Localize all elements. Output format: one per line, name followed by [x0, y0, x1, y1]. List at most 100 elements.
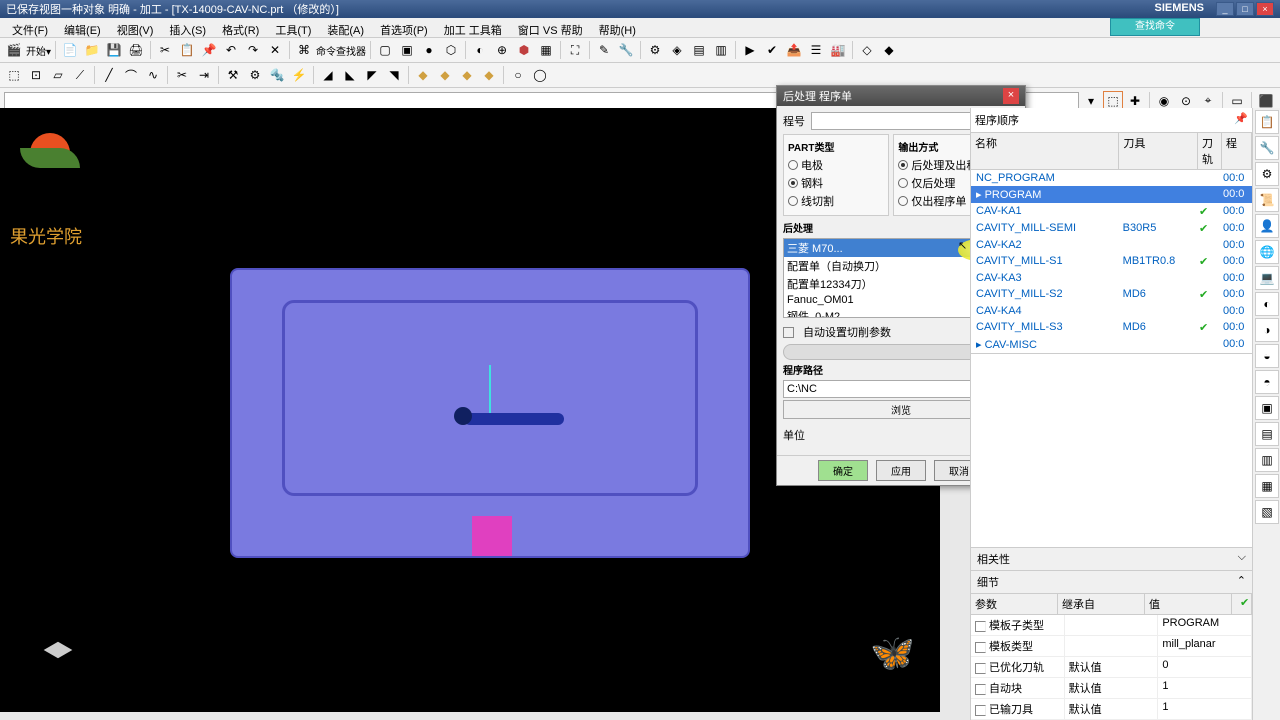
mill3-icon[interactable]: 🔩: [267, 65, 287, 85]
d2-icon[interactable]: ◣: [340, 65, 360, 85]
autoset-checkbox[interactable]: [783, 327, 794, 338]
mill2-icon[interactable]: ⚙: [245, 65, 265, 85]
x8-icon[interactable]: ▦: [1255, 474, 1279, 498]
apply-button[interactable]: 应用: [876, 460, 926, 481]
menu-help[interactable]: 帮助(H): [593, 20, 642, 35]
cyl-icon[interactable]: ⬡: [441, 40, 461, 60]
tree-row[interactable]: CAVITY_MILL-S3MD6✔00:0: [971, 319, 1252, 336]
radio-steel[interactable]: 钢料: [788, 175, 884, 191]
print-icon[interactable]: 🖨: [126, 40, 146, 60]
web-icon[interactable]: 🌐: [1255, 240, 1279, 264]
d1-icon[interactable]: ◢: [318, 65, 338, 85]
part-model[interactable]: [230, 268, 750, 558]
c1-icon[interactable]: ○: [508, 65, 528, 85]
x7-icon[interactable]: ▥: [1255, 448, 1279, 472]
undo-icon[interactable]: ↶: [221, 40, 241, 60]
tree-row[interactable]: CAV-KA300:0: [971, 270, 1252, 286]
props-row[interactable]: 已优化刀轨默认值0: [971, 657, 1252, 678]
trim-icon[interactable]: ✂: [172, 65, 192, 85]
mill4-icon[interactable]: ⚡: [289, 65, 309, 85]
tree-row[interactable]: NC_PROGRAM00:0: [971, 170, 1252, 186]
x5-icon[interactable]: ▣: [1255, 396, 1279, 420]
misc2-icon[interactable]: ◆: [879, 40, 899, 60]
tree-row[interactable]: ▸ CAV-MISC00:0: [971, 336, 1252, 353]
s2-icon[interactable]: ◆: [435, 65, 455, 85]
sel3-icon[interactable]: ▱: [48, 65, 68, 85]
new-icon[interactable]: 📄: [60, 40, 80, 60]
x4-icon[interactable]: ◓: [1255, 370, 1279, 394]
props-row[interactable]: 模板类型mill_planar: [971, 636, 1252, 657]
menu-assembly[interactable]: 装配(A): [321, 20, 370, 35]
tree-row[interactable]: ▸ PROGRAM00:0: [971, 186, 1252, 203]
sphere-icon[interactable]: ●: [419, 40, 439, 60]
mill1-icon[interactable]: ⚒: [223, 65, 243, 85]
box-icon[interactable]: ▢: [375, 40, 395, 60]
shade-icon[interactable]: ◐: [470, 40, 490, 60]
sel1-icon[interactable]: ⬚: [4, 65, 24, 85]
radio-electrode[interactable]: 电极: [788, 157, 884, 173]
ext-icon[interactable]: ⇥: [194, 65, 214, 85]
ok-button[interactable]: 确定: [818, 460, 868, 481]
props-row[interactable]: 已输刀具默认值1: [971, 699, 1252, 720]
save-icon[interactable]: 💾: [104, 40, 124, 60]
hist-icon[interactable]: 📜: [1255, 188, 1279, 212]
fit-icon[interactable]: ⛶: [565, 40, 585, 60]
menu-prefs[interactable]: 首选项(P): [374, 20, 434, 35]
post-icon[interactable]: 📤: [784, 40, 804, 60]
sel4-icon[interactable]: ⟋: [70, 65, 90, 85]
tree-row[interactable]: CAVITY_MILL-S1MB1TR0.8✔00:0: [971, 253, 1252, 270]
nav-icon[interactable]: 📋: [1255, 110, 1279, 134]
sel2-icon[interactable]: ⊡: [26, 65, 46, 85]
pin-icon[interactable]: 📌: [1234, 112, 1248, 128]
x3-icon[interactable]: ◒: [1255, 344, 1279, 368]
cut-icon[interactable]: ✂: [155, 40, 175, 60]
deps-header[interactable]: 相关性⌵: [971, 548, 1252, 571]
menu-insert[interactable]: 插入(S): [163, 20, 212, 35]
prog-icon[interactable]: ▥: [711, 40, 731, 60]
box2-icon[interactable]: ▣: [397, 40, 417, 60]
role-icon[interactable]: 👤: [1255, 214, 1279, 238]
sys-icon[interactable]: 💻: [1255, 266, 1279, 290]
x6-icon[interactable]: ▤: [1255, 422, 1279, 446]
minimize-button[interactable]: _: [1216, 2, 1234, 16]
line-icon[interactable]: ╱: [99, 65, 119, 85]
cmd-icon[interactable]: ⌘: [294, 40, 314, 60]
menu-file[interactable]: 文件(F): [6, 20, 54, 35]
details-header[interactable]: 细节⌃: [971, 571, 1252, 594]
tree-row[interactable]: CAVITY_MILL-SEMIB30R5✔00:0: [971, 220, 1252, 237]
menu-format[interactable]: 格式(R): [216, 20, 265, 35]
part-icon[interactable]: 🔧: [1255, 136, 1279, 160]
delete-icon[interactable]: ✕: [265, 40, 285, 60]
misc1-icon[interactable]: ◇: [857, 40, 877, 60]
menu-view[interactable]: 视图(V): [111, 20, 160, 35]
curve-icon[interactable]: ∿: [143, 65, 163, 85]
close-button[interactable]: ×: [1256, 2, 1274, 16]
s1-icon[interactable]: ◆: [413, 65, 433, 85]
op-icon[interactable]: ⚙: [645, 40, 665, 60]
menu-edit[interactable]: 编辑(E): [58, 20, 107, 35]
tree-row[interactable]: CAV-KA400:0: [971, 303, 1252, 319]
d3-icon[interactable]: ◤: [362, 65, 382, 85]
asm-icon[interactable]: ⚙: [1255, 162, 1279, 186]
s3-icon[interactable]: ◆: [457, 65, 477, 85]
props-row[interactable]: 自动块默认值1: [971, 678, 1252, 699]
paste-icon[interactable]: 📌: [199, 40, 219, 60]
gen-icon[interactable]: ▶: [740, 40, 760, 60]
method-icon[interactable]: ▤: [689, 40, 709, 60]
wire-icon[interactable]: ⊕: [492, 40, 512, 60]
tree-row[interactable]: CAV-KA200:0: [971, 237, 1252, 253]
tree-row[interactable]: CAVITY_MILL-S2MD6✔00:0: [971, 286, 1252, 303]
list-icon[interactable]: ☰: [806, 40, 826, 60]
maximize-button[interactable]: □: [1236, 2, 1254, 16]
arc-icon[interactable]: ⌒: [121, 65, 141, 85]
dialog-close-button[interactable]: ×: [1003, 88, 1019, 104]
menu-tools[interactable]: 工具(T): [269, 20, 317, 35]
redo-icon[interactable]: ↷: [243, 40, 263, 60]
props-row[interactable]: 模板子类型PROGRAM: [971, 615, 1252, 636]
c2-icon[interactable]: ◯: [530, 65, 550, 85]
find-command-button[interactable]: 查找命令: [1110, 18, 1200, 36]
tree-row[interactable]: CAV-KA1✔00:0: [971, 203, 1252, 220]
verify-icon[interactable]: ✔: [762, 40, 782, 60]
copy-icon[interactable]: 📋: [177, 40, 197, 60]
x2-icon[interactable]: ◑: [1255, 318, 1279, 342]
